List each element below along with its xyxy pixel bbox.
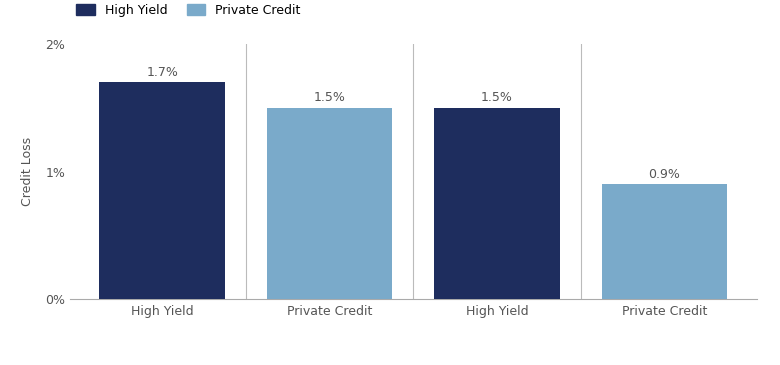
- Bar: [434, 108, 560, 299]
- Text: 1.5%: 1.5%: [481, 92, 513, 104]
- Legend: High Yield, Private Credit: High Yield, Private Credit: [76, 4, 301, 17]
- Bar: [601, 184, 727, 299]
- Bar: [100, 82, 225, 299]
- Y-axis label: Credit Loss: Credit Loss: [21, 137, 34, 206]
- Text: 0.9%: 0.9%: [649, 168, 680, 181]
- Bar: [267, 108, 392, 299]
- Text: 1.7%: 1.7%: [147, 66, 178, 79]
- Text: 1.5%: 1.5%: [314, 92, 346, 104]
